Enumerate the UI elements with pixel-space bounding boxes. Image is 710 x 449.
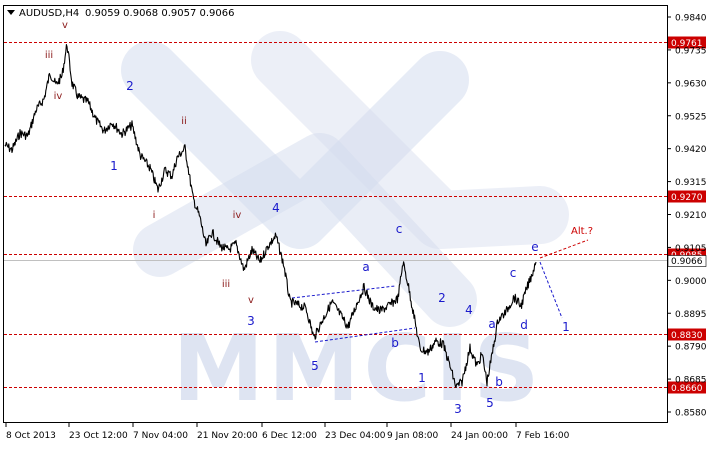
wave-label: b <box>391 336 399 350</box>
y-axis-tick-label: 0.8790 <box>675 343 707 353</box>
watermark-band <box>251 31 569 249</box>
y-axis: 0.9840 0.9735 0.9630 0.9525 0.9420 0.9315 0.92… <box>667 14 707 419</box>
chart-header: AUDUSD,H4 0.9059 0.9068 0.9057 0.9066 <box>7 8 235 19</box>
wave-label: 3 <box>247 314 255 328</box>
wave-label: c <box>510 266 517 280</box>
wave-label: d <box>520 318 528 332</box>
y-axis-tick-label: 0.9315 <box>675 178 707 188</box>
wave-label: iv <box>233 210 242 221</box>
level-price-label: 0.8830 <box>671 331 703 341</box>
wave-label: 1 <box>418 371 426 385</box>
level-price-tag <box>668 381 706 394</box>
y-axis-tick-label: 0.9630 <box>675 79 707 89</box>
wave-label: i <box>153 210 156 221</box>
wave-label: iv <box>54 91 63 102</box>
wave-label: iii <box>45 50 53 61</box>
current-price-tag <box>667 255 707 267</box>
y-axis-tick-label: 0.9840 <box>675 14 707 24</box>
y-axis-tick-label: 0.9105 <box>675 244 707 254</box>
forecast-path-alt <box>539 239 589 259</box>
watermark-text: MMCIS <box>172 315 543 422</box>
x-axis-tick-label: 9 Jan 08:00 <box>387 431 439 441</box>
channel-lines <box>291 285 416 343</box>
price-line <box>4 44 537 388</box>
x-axis: 8 Oct 2013 23 Oct 12:00 7 Nov 04:00 21 Nov … <box>5 422 570 441</box>
y-axis-tick-label: 0.9000 <box>675 277 707 287</box>
wave-label: 2 <box>438 291 446 305</box>
wave-label: 3 <box>454 402 462 416</box>
dropdown-triangle-icon[interactable] <box>7 10 15 15</box>
watermark-band <box>133 133 477 327</box>
watermark: MMCIS <box>121 31 569 422</box>
x-axis-tick-label: 7 Feb 16:00 <box>516 431 570 441</box>
price-series <box>4 44 537 388</box>
y-axis-tick-label: 0.9420 <box>675 145 707 155</box>
y-axis-tick-label: 0.8685 <box>675 376 707 386</box>
wave-label: c <box>396 222 403 236</box>
wave-label: v <box>248 295 254 306</box>
level-price-label: 0.8660 <box>671 384 703 394</box>
wave-label: e <box>531 240 538 254</box>
ohlc-label: 0.9059 0.9068 0.9057 0.9066 <box>85 8 235 19</box>
wave-label: 4 <box>272 201 280 215</box>
x-axis-tick-label: 23 Oct 12:00 <box>69 431 128 441</box>
x-axis-tick-label: 23 Dec 04:00 <box>325 431 386 441</box>
wave-label: 5 <box>486 396 494 410</box>
wave-label: a <box>488 317 495 331</box>
wave-label: Alt.? <box>571 226 593 237</box>
channel-line-lower <box>314 327 416 343</box>
wave-label: 5 <box>311 359 319 373</box>
y-axis-tick-label: 0.9525 <box>675 112 707 122</box>
wave-label: a <box>362 260 369 274</box>
wave-label: b <box>495 375 503 389</box>
wave-label: v <box>62 20 68 31</box>
x-axis-tick-label: 7 Nov 04:00 <box>133 431 188 441</box>
y-axis-tick-label: 0.9210 <box>675 211 707 221</box>
forecast-paths <box>539 239 589 319</box>
level-price-label: 0.9270 <box>671 193 703 203</box>
wave-label: ii <box>181 116 187 127</box>
x-axis-tick-label: 8 Oct 2013 <box>6 431 56 441</box>
x-axis-tick-label: 6 Dec 12:00 <box>262 431 317 441</box>
current-price-label: 0.9066 <box>671 257 703 267</box>
wave-label: iii <box>222 279 230 290</box>
wave-label: 4 <box>465 303 473 317</box>
symbol-label: AUDUSD,H4 <box>19 8 79 19</box>
level-price-label: 0.9761 <box>671 39 703 49</box>
wave-label: 1 <box>562 320 570 334</box>
level-price-tag <box>668 36 706 49</box>
forecast-path <box>539 261 563 319</box>
y-axis-tick-label: 0.8580 <box>675 409 707 419</box>
level-price-tag <box>668 328 706 341</box>
x-axis-tick-label: 24 Jan 00:00 <box>451 431 508 441</box>
watermark-band <box>121 41 469 249</box>
wave-label: 2 <box>126 79 134 93</box>
level-price-tag <box>668 190 706 203</box>
wave-label: 1 <box>110 159 118 173</box>
channel-line-upper <box>291 285 396 299</box>
x-axis-tick-label: 21 Nov 20:00 <box>197 431 258 441</box>
y-axis-tick-label: 0.9735 <box>675 46 707 56</box>
y-axis-tick-label: 0.8895 <box>675 310 707 320</box>
